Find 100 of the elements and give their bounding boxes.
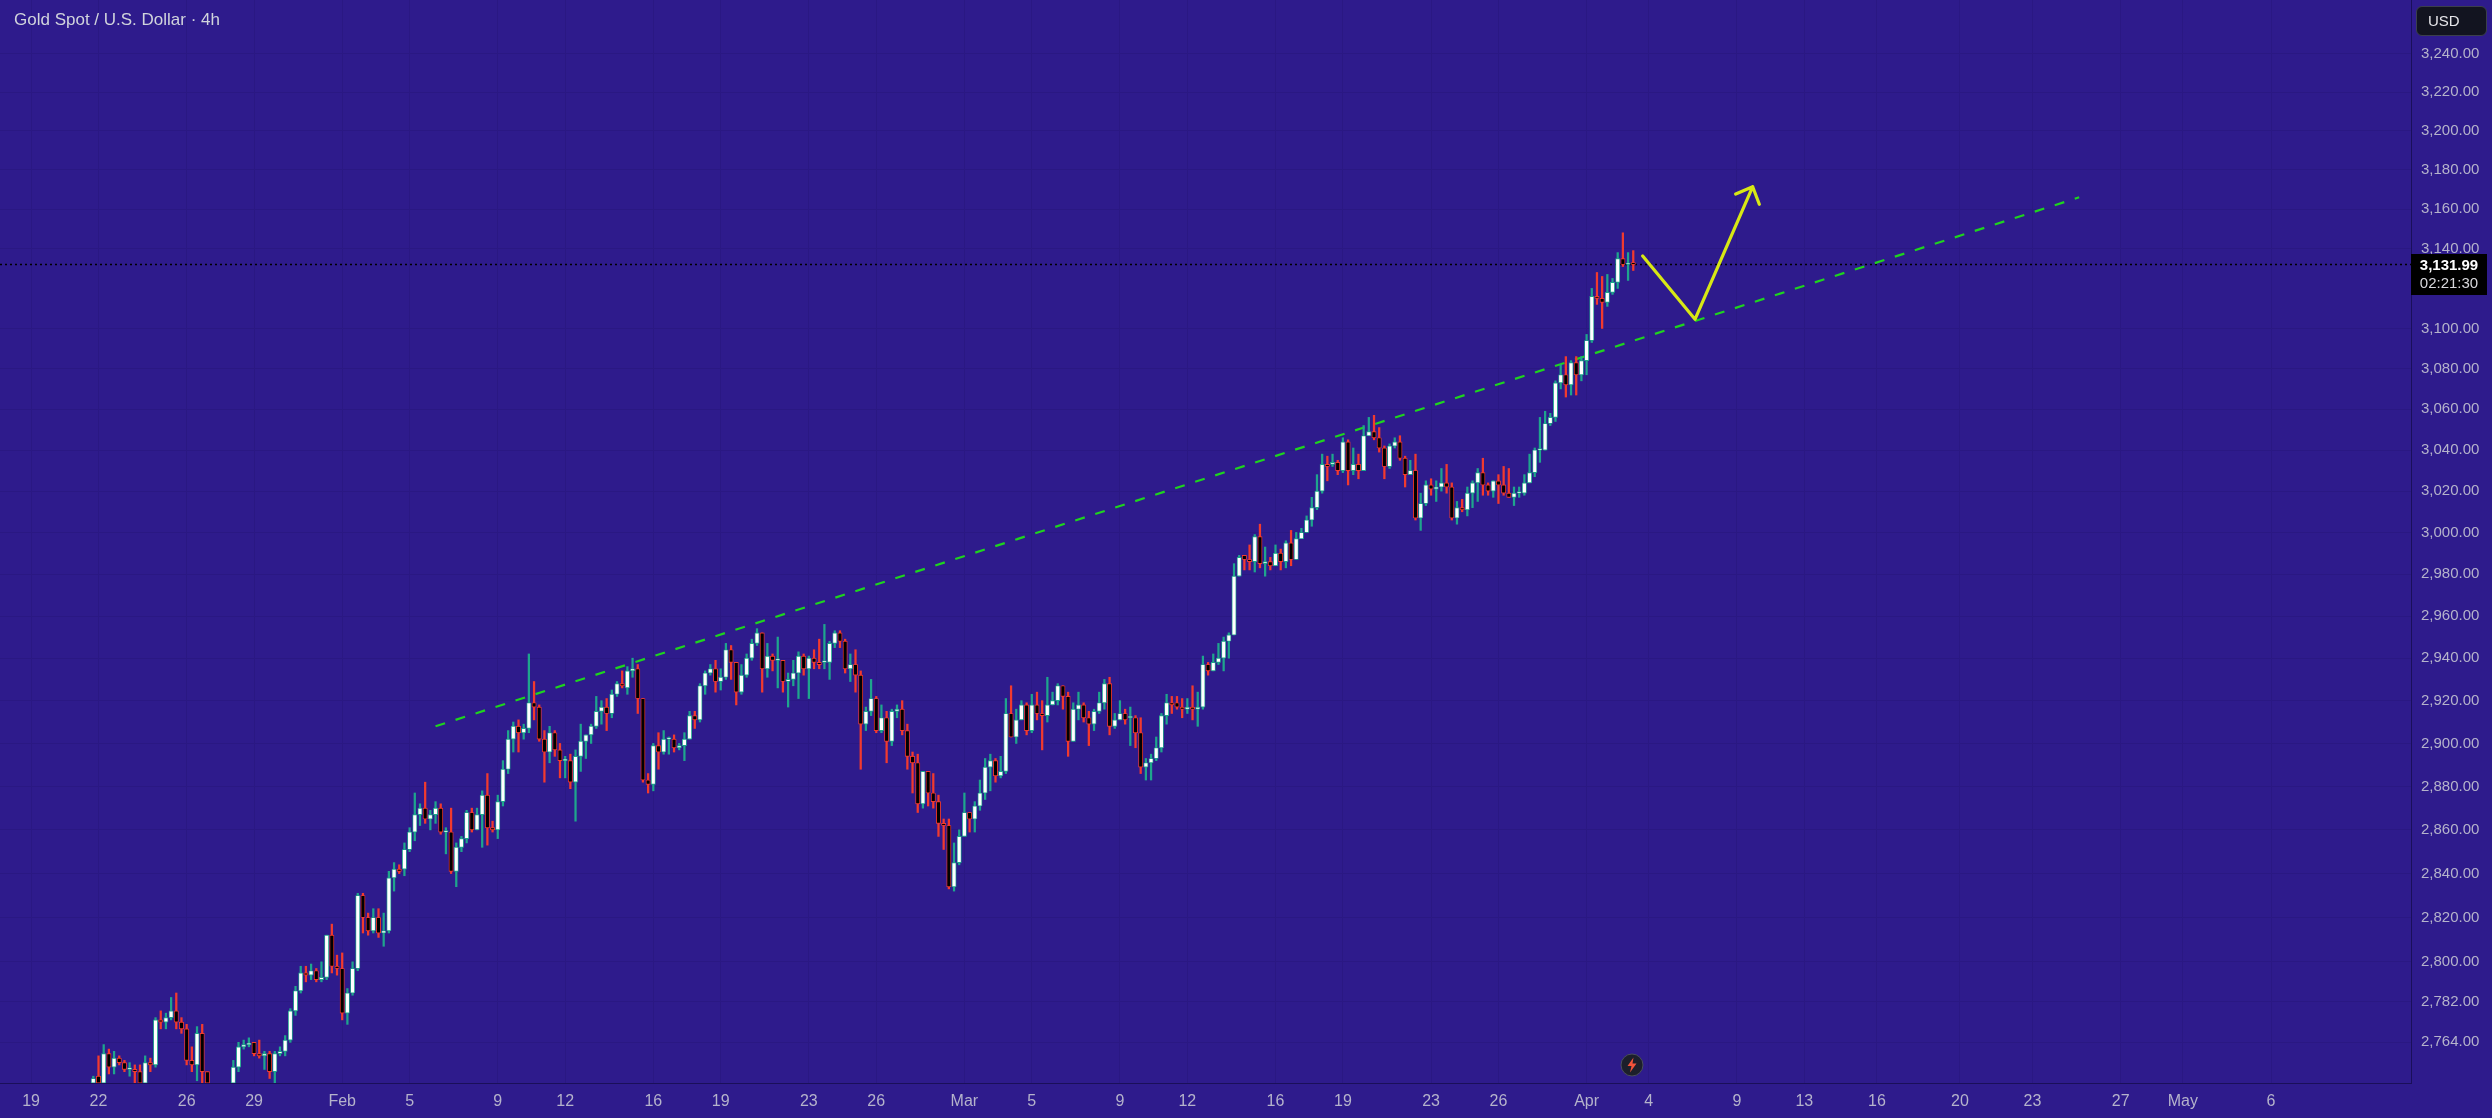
candlestick (1511, 486, 1517, 506)
candlestick (1034, 691, 1040, 721)
x-tick-label: May (2167, 1092, 2198, 1110)
y-tick-label: 3,240.00 (2421, 43, 2480, 61)
candlestick (1537, 417, 1543, 463)
candlestick (811, 649, 817, 670)
candlestick (1495, 474, 1501, 504)
candlestick (894, 704, 900, 719)
candlestick (1594, 272, 1600, 305)
candlestick (770, 653, 776, 672)
x-tick-label: Feb (328, 1092, 357, 1110)
candlestick (1345, 439, 1351, 486)
x-tick-label: 12 (556, 1092, 575, 1110)
ref-line-label: 3,131.99 (2418, 255, 2480, 274)
candlestick (251, 1042, 257, 1057)
candlestick (1288, 530, 1294, 567)
candlestick (754, 628, 760, 646)
candlestick (1454, 501, 1460, 525)
x-tick-label: 4 (1644, 1092, 1654, 1110)
x-tick-label: 9 (1732, 1092, 1742, 1110)
candlestick (1438, 468, 1444, 492)
x-tick-label: 22 (89, 1092, 108, 1110)
y-axis-title: USD (2416, 6, 2487, 36)
candlestick (697, 683, 703, 723)
y-tick-label: 2,920.00 (2421, 690, 2480, 708)
candlestick (448, 807, 454, 874)
y-tick-label: 3,200.00 (2421, 120, 2480, 138)
candlestick (1247, 544, 1253, 571)
x-tick-label: 19 (1334, 1092, 1352, 1110)
candlestick (360, 892, 366, 934)
y-tick-label: 2,820.00 (2421, 907, 2480, 925)
candlestick (588, 723, 594, 744)
candlestick (277, 1046, 283, 1057)
candlestick (1190, 685, 1196, 721)
y-tick-label: 3,060.00 (2421, 399, 2480, 417)
candlestick (163, 1012, 169, 1030)
candlestick (821, 624, 827, 670)
candlestick (728, 645, 734, 680)
x-tick-label: 16 (1868, 1092, 1886, 1110)
candlestick (443, 827, 449, 855)
x-tick-label: 23 (1422, 1092, 1441, 1110)
candlestick (1148, 753, 1154, 781)
candlestick (1355, 453, 1361, 480)
candlestick (1397, 435, 1403, 461)
x-tick-label: 27 (2111, 1092, 2130, 1110)
y-tick-label: 2,764.00 (2421, 1032, 2480, 1050)
candlestick (391, 862, 397, 892)
candlestick (868, 679, 874, 716)
candlestick (500, 760, 506, 807)
y-tick-label: 2,900.00 (2421, 733, 2480, 751)
y-tick-label: 3,100.00 (2421, 318, 2480, 336)
candlestick (853, 649, 858, 693)
candlestick (1231, 563, 1237, 636)
candlestick (318, 961, 324, 983)
candlestick (1215, 643, 1221, 665)
candlestick (1485, 482, 1491, 496)
candlestick (1444, 464, 1450, 494)
x-tick-label: 23 (2023, 1092, 2042, 1110)
x-tick-label: 5 (405, 1092, 415, 1110)
candlestick (1075, 691, 1081, 721)
candlestick (1314, 474, 1320, 511)
candlestick (1371, 415, 1377, 441)
x-tick-label: 5 (1027, 1092, 1037, 1110)
candlestick (127, 1062, 133, 1077)
y-tick-label: 2,860.00 (2421, 820, 2480, 838)
x-tick-label: 26 (867, 1092, 886, 1110)
x-tick-label: 9 (1115, 1092, 1125, 1110)
candlestick (1257, 523, 1263, 569)
y-tick-label: 2,840.00 (2421, 863, 2480, 881)
candlestick (334, 954, 340, 976)
x-tick-label: 16 (1266, 1092, 1285, 1110)
y-tick-label: 3,080.00 (2421, 358, 2480, 376)
candlestick (1330, 453, 1336, 467)
candlestick (630, 657, 636, 678)
candlestick (1200, 655, 1206, 710)
candlestick (308, 963, 314, 980)
candlestick (1060, 685, 1066, 710)
y-tick-label: 2,960.00 (2421, 606, 2480, 624)
x-tick-label: 19 (711, 1092, 730, 1110)
x-tick-label: 13 (1795, 1092, 1814, 1110)
x-tick-label: 26 (177, 1092, 196, 1110)
candlestick (194, 1026, 200, 1082)
x-tick-label: 16 (644, 1092, 663, 1110)
x-tick-label: 6 (2266, 1092, 2276, 1110)
candlestick (168, 997, 174, 1021)
y-tick-label: 2,880.00 (2421, 776, 2480, 794)
x-tick-label: 23 (799, 1092, 818, 1110)
candlestick (951, 842, 957, 892)
candlestick (1568, 360, 1574, 396)
candlestick (977, 779, 983, 811)
text: 02:21:30 (2418, 273, 2480, 292)
candlestick (531, 681, 537, 721)
y-tick-label: 3,160.00 (2421, 199, 2480, 217)
y-tick-label: 3,020.00 (2421, 481, 2480, 499)
candlestick (557, 743, 563, 779)
candlestick (583, 734, 589, 759)
x-tick-label: Mar (950, 1092, 979, 1110)
candlestick (417, 803, 423, 826)
candlestick (111, 1051, 117, 1075)
x-tick-label: 29 (245, 1092, 264, 1110)
